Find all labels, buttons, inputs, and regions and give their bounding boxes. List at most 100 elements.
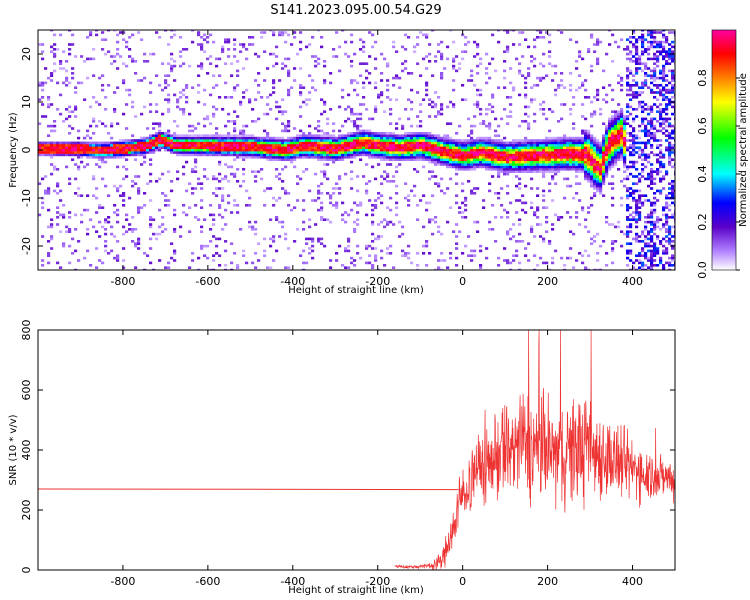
heatmap-cell [239,153,243,157]
heatmap-cell [176,124,180,128]
heatmap-cell [50,172,54,176]
heatmap-cell [671,165,675,169]
heatmap-cell [578,52,582,56]
heatmap-cell [434,103,438,106]
heatmap-cell [548,158,552,161]
heatmap-cell [296,141,300,145]
heatmap-cell [521,201,525,205]
heatmap-cell [482,156,486,159]
heatmap-cell [524,105,528,109]
heatmap-cell [383,158,387,161]
heatmap-cell [512,43,516,46]
heatmap-cell [635,206,639,209]
heatmap-cell [488,127,492,130]
heatmap-cell [635,136,639,140]
heatmap-cell [257,146,261,149]
heatmap-cell [575,192,579,195]
heatmap-cell [227,148,231,152]
heatmap-cell [668,237,672,241]
heatmap-cell [482,206,486,209]
heatmap-cell [599,40,603,44]
heatmap-cell [176,100,180,104]
heatmap-cell [668,153,672,157]
heatmap-cell [386,64,390,68]
heatmap-cell [458,124,462,128]
heatmap-cell [332,156,336,159]
heatmap-cell [95,33,99,37]
heatmap-cell [551,144,555,147]
heatmap-cell [500,163,504,166]
heatmap-cell [218,139,222,142]
heatmap-cell [434,105,438,109]
heatmap-cell [638,206,642,209]
heatmap-cell [134,115,138,118]
heatmap-cell [641,158,645,161]
heatmap-cell [602,86,606,89]
heatmap-cell [323,136,327,140]
heatmap-cell [293,79,297,82]
heatmap-cell [440,148,444,152]
heatmap-cell [554,146,558,149]
heatmap-cell [524,120,528,123]
heatmap-cell [632,45,636,49]
heatmap-cell [218,180,222,183]
heatmap-cell [671,74,675,77]
heatmap-cell [338,151,342,154]
heatmap-cell [149,218,153,221]
heatmap-cell [644,153,648,157]
heatmap-cell [263,112,267,116]
heatmap-cell [371,139,375,142]
heatmap-cell [257,117,261,121]
heatmap-cell [284,127,288,130]
heatmap-cell [557,120,561,123]
heatmap-cell [488,62,492,65]
heatmap-cell [473,249,477,253]
heatmap-cell [440,158,444,161]
heatmap-cell [59,151,63,154]
heatmap-cell [143,153,147,157]
heatmap-cell [413,134,417,137]
heatmap-cell [494,153,498,157]
heatmap-cell [383,170,387,173]
heatmap-cell [527,127,531,130]
heatmap-cell [314,151,318,154]
heatmap-cell [74,144,78,147]
heatmap-cell [173,252,177,255]
heatmap-cell [446,122,450,125]
heatmap-cell [596,184,600,188]
heatmap-cell [662,244,666,248]
heatmap-cell [416,151,420,154]
heatmap-cell [632,216,636,219]
heatmap-cell [377,153,381,157]
heatmap-cell [326,177,330,181]
heatmap-cell [569,230,573,233]
heatmap-cell [371,148,375,152]
heatmap-cell [674,204,675,207]
heatmap-cell [527,148,531,152]
heatmap-cell [425,264,429,267]
heatmap-cell [368,261,372,265]
heatmap-cell [626,139,630,142]
heatmap-cell [203,144,207,147]
heatmap-cell [209,122,213,125]
heatmap-cell [533,254,537,257]
heatmap-cell [326,158,330,161]
heatmap-cell [365,141,369,145]
heatmap-cell [449,160,453,164]
heatmap-cell [248,204,252,207]
heatmap-cell [575,158,579,161]
heatmap-cell [461,50,465,53]
heatmap-cell [446,141,450,145]
heatmap-cell [275,139,279,142]
heatmap-cell [611,132,615,135]
heatmap-cell [305,151,309,154]
heatmap-cell [113,153,117,157]
heatmap-cell [380,249,384,253]
heatmap-cell [407,158,411,161]
heatmap-cell [554,168,558,171]
heatmap-cell [425,132,429,135]
heatmap-cell [491,168,495,171]
heatmap-cell [77,146,81,149]
heatmap-cell [182,134,186,137]
heatmap-cell [242,144,246,147]
